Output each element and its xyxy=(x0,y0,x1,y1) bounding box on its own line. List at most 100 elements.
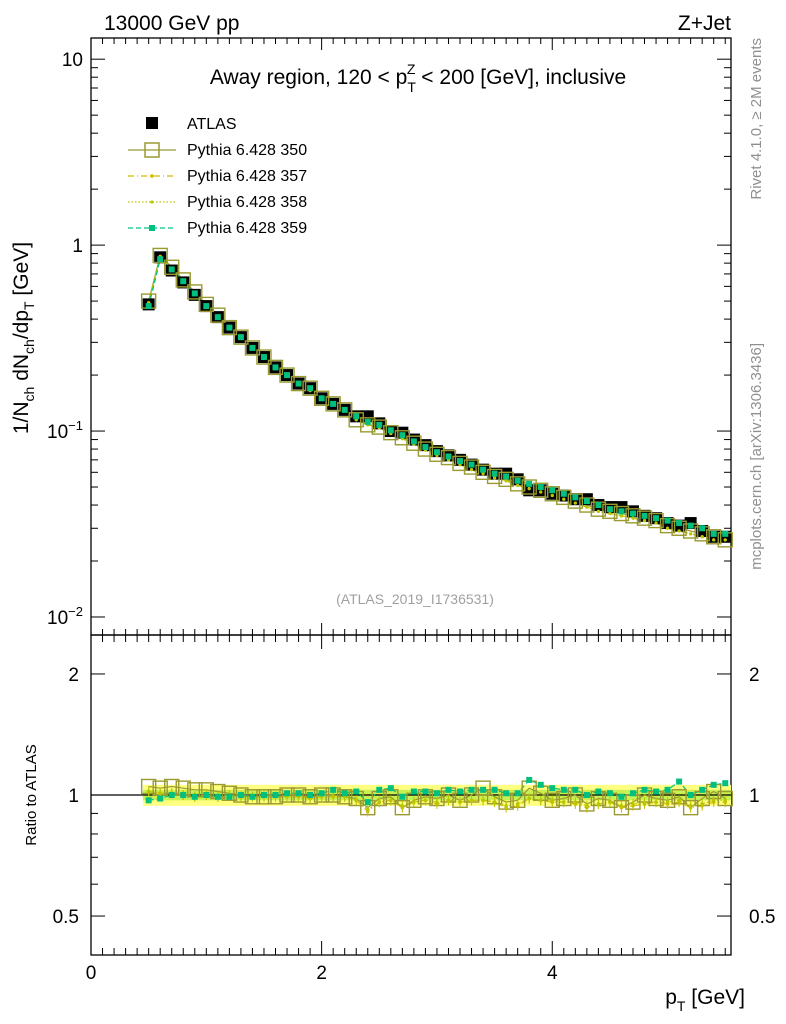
ratio-point-358 xyxy=(527,796,531,801)
pythia-359-point xyxy=(341,406,348,413)
ratio-point-350 xyxy=(682,799,699,816)
ratio-point-359 xyxy=(583,792,590,798)
ratio-point-359 xyxy=(491,786,498,793)
pythia-358-point xyxy=(550,493,554,498)
x-axis-label: pT [GeV] xyxy=(665,986,745,1014)
ratio-point-350 xyxy=(313,787,330,803)
ratio-point-358 xyxy=(377,800,382,804)
ratio-y-tick-label-right: 2 xyxy=(749,665,760,686)
ratio-point-359 xyxy=(722,780,729,787)
ratio-y-tick-label: 0.5 xyxy=(53,907,79,928)
pythia-359-point xyxy=(284,372,291,379)
pythia-359-point xyxy=(214,314,221,321)
pythia-359-point xyxy=(480,466,487,473)
ratio-point-359 xyxy=(676,778,683,785)
main-data-marks xyxy=(140,247,733,548)
pythia-359-point xyxy=(433,449,440,456)
pythia-359-point xyxy=(191,290,198,297)
ratio-point-358 xyxy=(585,804,589,808)
ratio-panel: 0.5 0.5 1 1 2 2 0 2 4 Ratio to ATLAS pT [GeV] xyxy=(23,634,775,1014)
pythia-359-point xyxy=(491,470,498,477)
ratio-point-358 xyxy=(561,800,566,804)
ratio-point-358 xyxy=(619,804,624,808)
pythia-359-point xyxy=(676,520,683,527)
ratio-point-359 xyxy=(295,790,302,797)
pythia-359-point xyxy=(168,266,175,273)
pythia-350-point xyxy=(152,247,168,264)
pythia-350-point xyxy=(602,503,618,520)
pythia-350-point xyxy=(256,349,272,365)
ratio-point-358 xyxy=(400,804,405,808)
ratio-point-359 xyxy=(387,785,394,792)
pythia-359-point xyxy=(618,508,625,515)
pythia-358-point xyxy=(481,472,485,476)
pythia-358-point xyxy=(562,497,566,501)
ratio-point-358 xyxy=(435,800,439,804)
pythia-358-point xyxy=(712,538,716,542)
ratio-point-358 xyxy=(469,798,474,803)
x-tick-label: 2 xyxy=(316,963,327,984)
pythia-350-point xyxy=(383,424,399,441)
ratio-point-359 xyxy=(710,781,717,788)
pythia-350-point xyxy=(509,476,526,492)
ratio-point-359 xyxy=(629,790,636,797)
pythia-350-point xyxy=(475,464,491,480)
ratio-point-350 xyxy=(267,789,284,805)
ratio-point-359 xyxy=(410,788,417,795)
pythia-350-point xyxy=(210,307,226,323)
ratio-point-358 xyxy=(608,800,612,804)
pythia-350-point xyxy=(521,479,537,495)
atlas-data-point xyxy=(523,484,536,497)
pythia-358-point xyxy=(608,511,612,516)
x-tick-label: 0 xyxy=(86,963,97,984)
ratio-point-359 xyxy=(249,793,256,800)
ratio-point-358 xyxy=(146,789,151,794)
pythia-359-point xyxy=(595,502,602,509)
pythia-359-point xyxy=(145,303,152,310)
legend-marker-358 xyxy=(150,200,154,204)
pythia-359-point xyxy=(514,477,521,484)
pythia-350-point xyxy=(233,329,249,345)
ratio-point-359 xyxy=(572,786,579,793)
pythia-350-point xyxy=(463,459,480,475)
ratio-point-359 xyxy=(549,785,556,792)
legend-marker-atlas xyxy=(146,117,158,129)
ratio-point-358 xyxy=(538,798,543,803)
pythia-359-point xyxy=(180,278,187,285)
pythia-359-point xyxy=(203,303,210,310)
legend-label-350: Pythia 6.428 350 xyxy=(187,142,307,159)
main-panel: 10 1 10−1 10−2 Away region, 120 < pTZ < 200… xyxy=(10,37,733,636)
main-series-line-pythia-6.428-358 xyxy=(148,255,726,541)
ratio-point-359 xyxy=(226,793,233,800)
ratio-point-359 xyxy=(641,786,648,793)
ratio-point-358 xyxy=(654,800,658,804)
pythia-359-point xyxy=(664,517,671,524)
ratio-point-359 xyxy=(699,786,706,793)
ratio-y-tick-label: 2 xyxy=(68,665,79,686)
ratio-point-359 xyxy=(203,792,210,798)
ratio-point-358 xyxy=(665,800,670,804)
ratio-point-359 xyxy=(168,792,175,798)
ratio-point-358 xyxy=(492,800,497,804)
pythia-350-point xyxy=(498,471,514,488)
ratio-point-359 xyxy=(526,776,533,783)
pythia-350-point xyxy=(371,419,387,435)
pythia-359-point xyxy=(318,395,325,402)
pythia-350-point xyxy=(336,402,353,418)
pythia-350-point xyxy=(636,510,653,526)
legend-marker-357 xyxy=(150,174,154,178)
pythia-350-point xyxy=(417,441,434,457)
ratio-point-359 xyxy=(260,792,267,798)
pythia-359-point xyxy=(226,324,233,331)
legend-marker-350 xyxy=(144,142,160,158)
pythia-359-point xyxy=(722,530,729,537)
pythia-350-point xyxy=(544,486,560,502)
pythia-358-point xyxy=(493,476,497,480)
legend-label-atlas: ATLAS xyxy=(187,116,237,133)
pythia-359-point xyxy=(457,458,464,465)
pythia-350-point xyxy=(302,380,318,396)
pythia-358-point xyxy=(654,521,658,525)
pythia-350-point xyxy=(164,259,180,275)
pythia-358-point xyxy=(539,490,543,494)
ratio-point-359 xyxy=(560,786,567,793)
